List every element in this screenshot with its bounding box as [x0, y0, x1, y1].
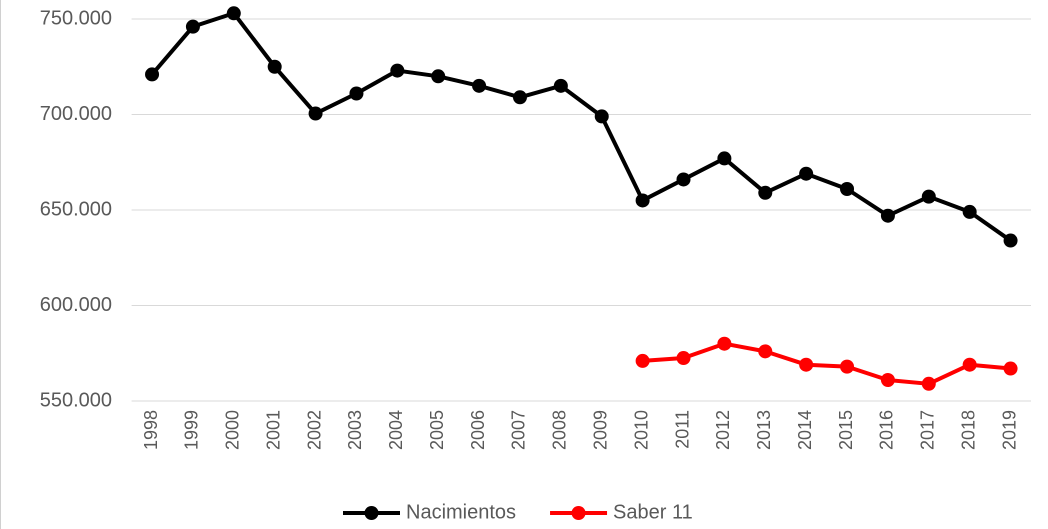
data-point	[717, 151, 732, 166]
y-tick-label: 750.000	[40, 7, 112, 29]
data-point	[962, 204, 977, 219]
data-point	[635, 193, 650, 208]
data-point	[553, 78, 568, 93]
x-tick-label: 2017	[918, 410, 938, 450]
data-point	[226, 6, 241, 21]
x-tick-label: 2004	[386, 410, 406, 450]
data-point	[758, 344, 773, 359]
data-point	[717, 336, 732, 351]
x-tick-label: 2007	[509, 410, 529, 450]
legend-item: Saber 11	[550, 501, 693, 523]
data-point	[962, 357, 977, 372]
x-tick-label: 2003	[345, 410, 365, 450]
x-tick-label: 2002	[304, 410, 324, 450]
data-point	[349, 86, 364, 101]
data-point	[921, 189, 936, 204]
data-point	[185, 19, 200, 34]
data-point	[921, 376, 936, 391]
data-point	[1003, 361, 1018, 376]
legend-label: Nacimientos	[406, 501, 516, 523]
x-tick-label: 2014	[795, 410, 815, 450]
data-point	[472, 78, 487, 93]
data-point	[676, 351, 691, 366]
x-tick-label: 2016	[877, 410, 897, 450]
x-tick-label: 2006	[468, 410, 488, 450]
legend-label: Saber 11	[613, 501, 693, 523]
data-point	[512, 90, 527, 105]
data-point	[840, 359, 855, 374]
data-point	[758, 185, 773, 200]
legend-swatch-marker	[571, 506, 586, 520]
data-point	[799, 166, 814, 181]
x-tick-label: 2015	[836, 410, 856, 450]
data-point	[880, 372, 895, 387]
data-point	[840, 181, 855, 196]
x-tick-label: 2005	[427, 410, 447, 450]
data-point	[676, 172, 691, 187]
x-tick-label: 2008	[550, 410, 570, 450]
x-tick-label: 2012	[713, 410, 733, 450]
y-tick-label: 550.000	[40, 389, 112, 411]
series-line	[150, 11, 1012, 243]
y-tick-label: 600.000	[40, 294, 112, 316]
x-tick-label: 2000	[223, 410, 243, 450]
data-point	[799, 357, 814, 372]
x-tick-label: 2019	[999, 410, 1019, 450]
x-tick-label: 1998	[141, 410, 161, 450]
data-point	[431, 69, 446, 84]
series-line	[642, 341, 1011, 386]
legend-swatch-marker	[364, 506, 379, 520]
x-tick-label: 2013	[754, 410, 774, 450]
data-point	[635, 353, 650, 368]
data-point	[390, 63, 405, 78]
x-tick-label: 2011	[672, 410, 692, 449]
data-point	[145, 67, 160, 82]
x-tick-label: 1999	[182, 410, 202, 450]
data-point	[267, 59, 282, 74]
data-point	[1003, 233, 1018, 248]
y-tick-label: 700.000	[40, 103, 112, 125]
x-tick-label: 2018	[958, 410, 978, 450]
data-point	[594, 109, 609, 124]
x-tick-label: 2010	[631, 410, 651, 450]
x-tick-label: 2009	[590, 410, 610, 450]
y-tick-label: 650.000	[40, 198, 112, 220]
x-tick-label: 2001	[263, 410, 283, 450]
legend-item: Nacimientos	[343, 501, 516, 523]
data-point	[308, 106, 323, 121]
data-point	[880, 208, 895, 223]
